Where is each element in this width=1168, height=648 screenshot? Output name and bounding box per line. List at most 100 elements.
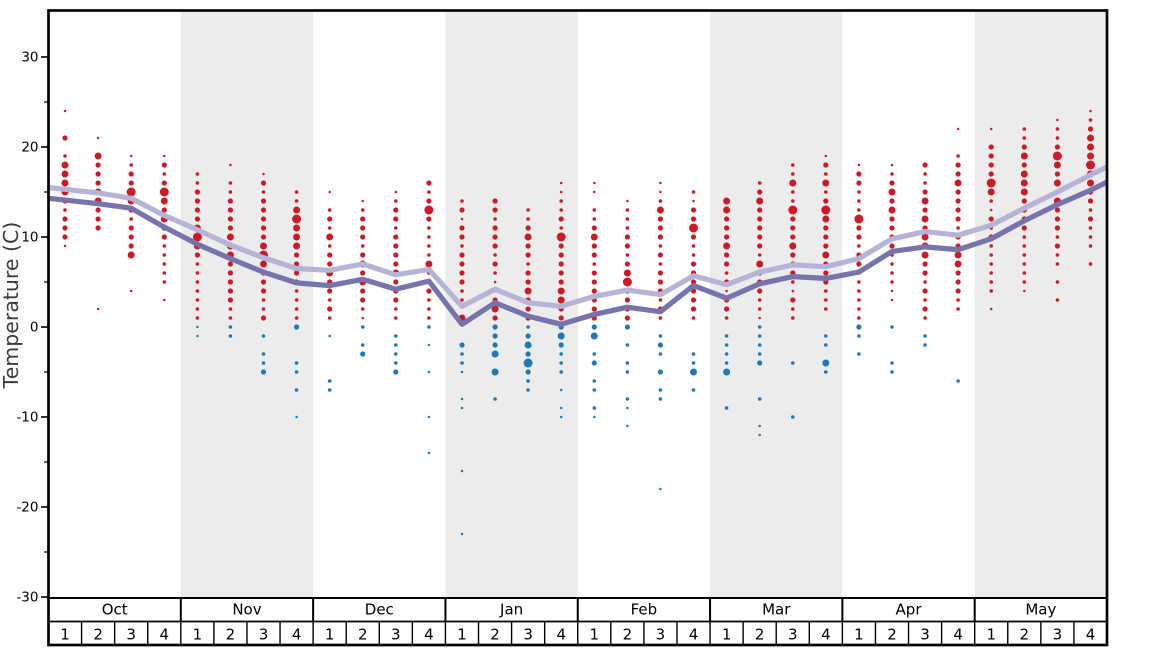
warm-temp-dot <box>757 207 763 213</box>
cold-temp-dot <box>525 369 531 375</box>
cold-temp-dot <box>890 370 894 374</box>
month-label: Oct <box>102 601 128 619</box>
warm-temp-dot <box>989 208 993 212</box>
warm-temp-dot <box>821 205 831 215</box>
warm-temp-dot <box>1055 127 1060 131</box>
shaded-month-band <box>180 10 314 598</box>
warm-temp-dot <box>492 198 498 204</box>
cold-temp-dot <box>824 370 828 374</box>
week-number-label: 2 <box>226 626 236 644</box>
warm-temp-dot <box>228 307 233 311</box>
warm-temp-dot <box>360 288 366 294</box>
cold-temp-dot <box>557 332 565 340</box>
warm-temp-dot <box>658 262 663 266</box>
cold-temp-dot <box>559 361 563 365</box>
warm-temp-dot <box>293 224 301 232</box>
warm-temp-dot <box>327 298 332 302</box>
warm-temp-dot <box>989 253 993 257</box>
week-number-label: 4 <box>689 626 699 644</box>
cold-temp-dot <box>327 379 332 383</box>
warm-temp-dot <box>160 197 168 205</box>
warm-temp-dot <box>1022 253 1027 257</box>
warm-temp-dot <box>1087 179 1094 187</box>
cold-temp-dot <box>691 361 696 365</box>
warm-temp-dot <box>857 244 861 248</box>
warm-temp-dot <box>227 207 233 213</box>
cold-temp-dot <box>592 388 597 392</box>
week-number-label: 2 <box>755 626 765 644</box>
week-number-label: 1 <box>60 626 70 644</box>
warm-temp-dot <box>1087 152 1094 160</box>
cold-temp-dot <box>757 352 762 356</box>
warm-temp-dot <box>492 261 498 267</box>
warm-temp-dot <box>127 251 135 259</box>
week-number-label: 4 <box>821 626 831 644</box>
warm-temp-dot <box>294 261 300 267</box>
warm-temp-dot <box>823 270 829 276</box>
warm-temp-dot <box>724 216 730 222</box>
warm-temp-dot <box>1022 244 1027 248</box>
cold-temp-dot <box>394 352 398 356</box>
warm-temp-dot <box>262 172 265 176</box>
warm-temp-dot <box>986 178 996 188</box>
cold-temp-dot <box>526 325 530 329</box>
warm-temp-dot <box>162 262 167 266</box>
warm-temp-dot <box>888 206 896 214</box>
warm-temp-dot <box>1022 262 1027 266</box>
cold-temp-dot <box>327 388 332 392</box>
warm-temp-dot <box>559 199 563 203</box>
warm-temp-dot <box>1023 289 1026 293</box>
warm-temp-dot <box>293 233 301 241</box>
warm-temp-dot <box>723 242 731 250</box>
cold-temp-dot <box>923 343 927 347</box>
warm-temp-dot <box>96 136 100 140</box>
warm-temp-dot <box>128 180 134 186</box>
warm-temp-dot <box>525 252 531 258</box>
warm-temp-dot <box>459 279 465 285</box>
warm-temp-dot <box>394 316 398 320</box>
cold-temp-dot <box>460 361 464 365</box>
warm-temp-dot <box>791 280 795 284</box>
cold-temp-dot <box>591 324 597 330</box>
cold-temp-dot <box>592 379 597 383</box>
cold-temp-dot <box>394 361 398 365</box>
cold-temp-dot <box>724 352 729 356</box>
cold-temp-dot <box>460 469 464 473</box>
warm-temp-dot <box>591 306 597 312</box>
warm-temp-dot <box>857 307 861 311</box>
warm-temp-dot <box>327 226 332 230</box>
cold-temp-dot <box>559 352 563 356</box>
warm-temp-dot <box>460 199 464 203</box>
warm-temp-dot <box>460 244 464 248</box>
warm-temp-dot <box>922 261 928 267</box>
warm-temp-dot <box>1020 152 1028 160</box>
cold-temp-dot <box>658 388 663 392</box>
warm-temp-dot <box>460 217 464 221</box>
warm-temp-dot <box>1087 198 1094 204</box>
warm-temp-dot <box>954 260 962 268</box>
cold-temp-dot <box>757 325 762 329</box>
warm-temp-dot <box>260 260 267 268</box>
warm-temp-dot <box>857 190 861 194</box>
warm-temp-dot <box>328 190 331 194</box>
warm-temp-dot <box>194 216 200 222</box>
warm-temp-dot <box>427 253 431 257</box>
warm-temp-dot <box>194 207 200 213</box>
warm-temp-dot <box>691 190 696 194</box>
week-number-label: 2 <box>623 626 633 644</box>
week-number-label: 4 <box>1086 626 1096 644</box>
warm-temp-dot <box>327 316 332 320</box>
warm-temp-dot <box>162 172 167 176</box>
warm-temp-dot <box>657 216 664 222</box>
y-tick-label: 30 <box>21 50 38 66</box>
warm-temp-dot <box>260 207 267 213</box>
warm-temp-dot <box>360 225 366 231</box>
y-tick-label: -30 <box>16 590 38 606</box>
warm-temp-dot <box>955 279 961 285</box>
cold-temp-dot <box>626 406 629 410</box>
warm-temp-dot <box>724 234 730 240</box>
warm-temp-dot <box>623 269 631 277</box>
warm-temp-dot <box>724 306 730 312</box>
warm-temp-dot <box>921 251 929 259</box>
cold-temp-dot <box>724 343 729 347</box>
